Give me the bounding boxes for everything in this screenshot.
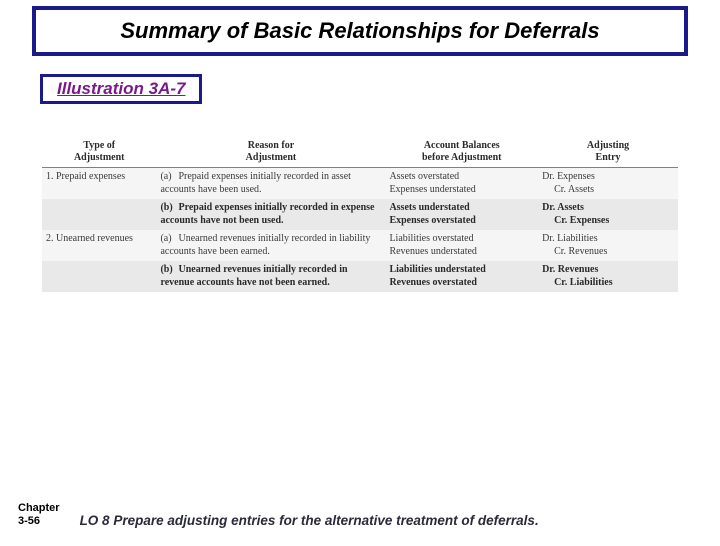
cell-reason: (b)Prepaid expenses initially recorded i… <box>156 199 385 230</box>
cell-type: 2. Unearned revenues <box>42 230 156 261</box>
cell-bal1: Assets understated <box>389 202 469 213</box>
cell-reason-text: Unearned revenues initially recorded in … <box>160 233 370 257</box>
chapter-ref: Chapter 3-56 <box>18 502 60 528</box>
cell-entry1: Dr. Liabilities <box>542 233 598 244</box>
cell-sublabel: (b) <box>160 202 178 215</box>
cell-sublabel: (a) <box>160 233 178 246</box>
learning-objective: LO 8 Prepare adjusting entries for the a… <box>80 513 710 528</box>
cell-entry1: Dr. Expenses <box>542 171 595 182</box>
cell-reason-text: Unearned revenues initially recorded in … <box>160 264 347 288</box>
chapter-line2: 3-56 <box>18 515 40 527</box>
page-title: Summary of Basic Relationships for Defer… <box>120 18 599 43</box>
cell-bal1: Liabilities overstated <box>389 233 473 244</box>
cell-bal2: Expenses overstated <box>389 215 475 226</box>
col-header-balances: Account Balances before Adjustment <box>385 138 538 168</box>
table-body: 1. Prepaid expenses (a)Prepaid expenses … <box>42 168 678 293</box>
cell-type <box>42 261 156 292</box>
cell-reason: (b)Unearned revenues initially recorded … <box>156 261 385 292</box>
cell-entry: Dr. Expenses Cr. Assets <box>538 168 678 200</box>
cell-entry1: Dr. Revenues <box>542 264 598 275</box>
cell-reason-text: Prepaid expenses initially recorded in a… <box>160 171 350 195</box>
cell-sublabel: (a) <box>160 171 178 184</box>
cell-balances: Liabilities understated Revenues overstat… <box>385 261 538 292</box>
cell-balances: Liabilities overstated Revenues understat… <box>385 230 538 261</box>
cell-entry2: Cr. Revenues <box>542 246 674 259</box>
illustration-label-box: Illustration 3A-7 <box>40 74 202 104</box>
cell-entry2: Cr. Expenses <box>542 215 674 228</box>
cell-bal1: Assets overstated <box>389 171 459 182</box>
col-header-entry-text: Adjusting Entry <box>587 140 629 163</box>
col-header-reason: Reason for Adjustment <box>156 138 385 168</box>
cell-entry2: Cr. Assets <box>542 184 674 197</box>
col-header-entry: Adjusting Entry <box>538 138 678 168</box>
table-header-row: Type of Adjustment Reason for Adjustment… <box>42 138 678 168</box>
cell-reason: (a)Unearned revenues initially recorded … <box>156 230 385 261</box>
cell-bal2: Revenues overstated <box>389 277 476 288</box>
cell-bal2: Revenues understated <box>389 246 476 257</box>
title-banner: Summary of Basic Relationships for Defer… <box>32 6 688 56</box>
cell-reason-text: Prepaid expenses initially recorded in e… <box>160 202 374 226</box>
cell-type: 1. Prepaid expenses <box>42 168 156 200</box>
cell-entry: Dr. Liabilities Cr. Revenues <box>538 230 678 261</box>
cell-sublabel: (b) <box>160 264 178 277</box>
cell-type <box>42 199 156 230</box>
col-header-balances-text: Account Balances before Adjustment <box>422 140 502 163</box>
chapter-line1: Chapter <box>18 502 60 514</box>
cell-balances: Assets overstated Expenses understated <box>385 168 538 200</box>
col-header-type-text: Type of Adjustment <box>74 140 125 163</box>
col-header-type: Type of Adjustment <box>42 138 156 168</box>
table-row: (b)Prepaid expenses initially recorded i… <box>42 199 678 230</box>
table-row: 1. Prepaid expenses (a)Prepaid expenses … <box>42 168 678 200</box>
cell-entry2: Cr. Liabilities <box>542 277 674 290</box>
cell-balances: Assets understated Expenses overstated <box>385 199 538 230</box>
cell-entry: Dr. Revenues Cr. Liabilities <box>538 261 678 292</box>
cell-entry: Dr. Assets Cr. Expenses <box>538 199 678 230</box>
deferrals-table-wrap: Type of Adjustment Reason for Adjustment… <box>42 138 678 292</box>
table-row: (b)Unearned revenues initially recorded … <box>42 261 678 292</box>
footer: Chapter 3-56 LO 8 Prepare adjusting entr… <box>18 502 710 528</box>
cell-bal2: Expenses understated <box>389 184 475 195</box>
col-header-reason-text: Reason for Adjustment <box>246 140 297 163</box>
cell-bal1: Liabilities understated <box>389 264 485 275</box>
cell-reason: (a)Prepaid expenses initially recorded i… <box>156 168 385 200</box>
table-row: 2. Unearned revenues (a)Unearned revenue… <box>42 230 678 261</box>
cell-entry1: Dr. Assets <box>542 202 584 213</box>
illustration-label: Illustration 3A-7 <box>57 79 185 98</box>
deferrals-table: Type of Adjustment Reason for Adjustment… <box>42 138 678 292</box>
